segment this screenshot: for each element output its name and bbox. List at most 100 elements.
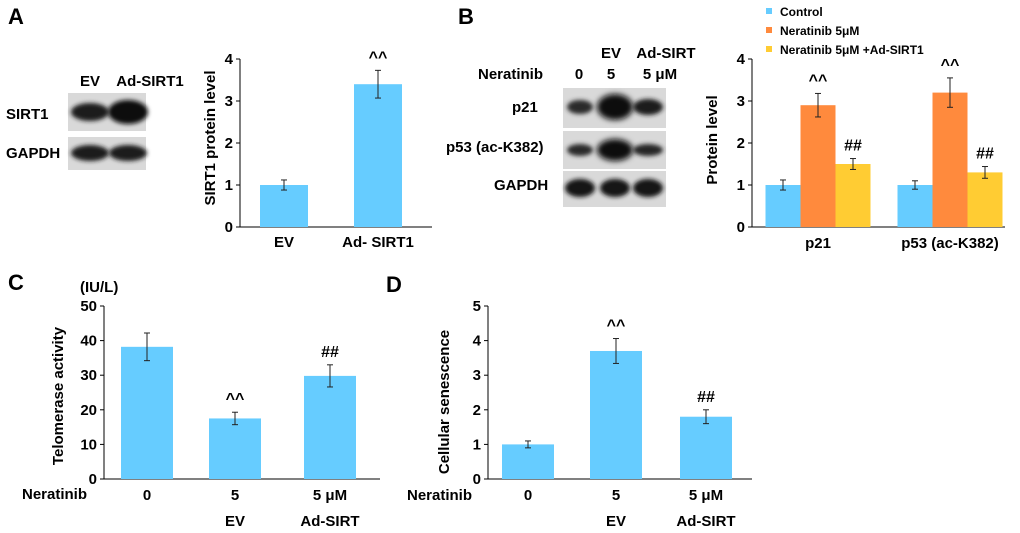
chart-b-ytick-label: 4 [737,51,746,68]
chart-c-treatment-label: Neratinib [22,486,87,503]
chart-d-category-label: 5 μM [689,487,723,504]
panel-letter-b: B [458,4,474,29]
chart-b-significance: ^^ [809,72,828,89]
chart-d-ytick-label: 3 [473,367,481,384]
chart-c-category-sublabel: Ad-SIRT [300,513,359,530]
chart-d-ytick-label: 1 [473,436,481,453]
chart-c: (IU/L) Telomerase activity Neratinib 0 10… [22,279,380,530]
legend-swatch-control [766,8,772,14]
chart-b-significance: ## [844,138,862,155]
chart-c-unit: (IU/L) [80,279,118,296]
chart-c-ytick-label: 20 [80,402,97,419]
chart-c-category-label: 0 [143,487,151,504]
chart-c-bar [121,346,173,479]
chart-b-ylabel: Protein level [704,95,721,184]
chart-b-bar [765,185,801,227]
blot-a-row-sirt1: SIRT1 [6,106,49,123]
chart-b-bar [835,164,871,227]
blot-b-row-p53: p53 (ac-K382) [446,139,544,156]
blot-b-gapdh-band-2 [600,179,630,197]
chart-c-category-label: 5 [231,487,239,504]
chart-c-significance: ^^ [226,391,245,408]
chart-b-bar [967,172,1003,227]
blot-a-lane-ev: EV [80,73,100,90]
blot-b-p53-band-3 [633,144,663,156]
chart-a-category-label: Ad- SIRT1 [342,234,414,251]
chart-d-bar [680,416,732,479]
chart-b-significance: ## [976,146,994,163]
chart-c-bar [209,418,261,479]
legend-label-neratinib: Neratinib 5μM [780,24,859,38]
chart-a-ytick-label: 3 [225,93,233,110]
chart-a-category-label: EV [274,234,294,251]
chart-a-ylabel: SIRT1 protein level [202,70,219,205]
blot-b-label-ev: EV [601,45,621,62]
chart-d-bar [502,444,554,479]
chart-d-ytick-label: 4 [473,333,482,350]
chart-b-bar [932,92,968,227]
chart-b-ytick-label: 2 [737,135,745,152]
chart-d-significance: ## [697,389,715,406]
chart-d-category-label: 0 [524,487,532,504]
chart-d-category-sublabel: EV [606,513,626,530]
legend-label-control: Control [780,5,823,19]
chart-c-category-sublabel: EV [225,513,245,530]
chart-d-ytick-label: 5 [473,298,481,315]
blot-b-p53-band-1 [567,144,593,156]
chart-d-significance: ^^ [607,318,626,335]
chart-b-bar [897,185,933,227]
chart-d-category-sublabel: Ad-SIRT [676,513,735,530]
legend-swatch-neratinib-sirt [766,46,772,52]
chart-b-ytick-label: 1 [737,177,745,194]
legend-swatch-neratinib [766,27,772,33]
chart-b-significance: ^^ [941,57,960,74]
chart-d-ytick-label: 0 [473,471,481,488]
blot-b-gapdh-band-1 [565,179,595,197]
chart-b-bar [800,105,836,227]
blot-a: EV Ad-SIRT1 SIRT1 GAPDH [6,73,184,170]
blot-a-row-gapdh: GAPDH [6,145,60,162]
chart-d: Cellular senescence Neratinib 0 1 2 3 4 5 0 ^^ 5… [407,298,752,530]
chart-c-ytick-label: 40 [80,333,97,350]
legend-label-neratinib-sirt: Neratinib 5μM +Ad-SIRT1 [780,43,924,57]
panel-letter-a: A [8,4,24,29]
blot-b-label-ad-sirt: Ad-SIRT [636,45,695,62]
chart-c-ytick-label: 30 [80,367,97,384]
panel-letter-c: C [8,270,24,295]
chart-b-ytick-label: 3 [737,93,745,110]
blot-b-dose-0: 0 [575,66,583,83]
chart-c-ytick-label: 50 [80,298,97,315]
chart-d-treatment-label: Neratinib [407,487,472,504]
blot-b-p21-band-3 [633,99,663,115]
chart-a-bar [354,84,402,227]
blot-a-gapdh-band-ad [109,145,147,161]
chart-b-ytick-label: 0 [737,219,745,236]
chart-c-category-label: 5 μM [313,487,347,504]
chart-b-category-label: p53 (ac-K382) [901,235,999,252]
chart-c-ytick-label: 10 [80,436,97,453]
chart-a-ytick-label: 0 [225,219,233,236]
chart-c-bar [304,375,356,479]
blot-b-row-gapdh: GAPDH [494,177,548,194]
blot-a-sirt1-band-ad [108,100,148,124]
chart-c-significance: ## [321,344,339,361]
chart-b-category-label: p21 [805,235,831,252]
chart-d-ylabel: Cellular senescence [436,330,453,474]
blot-b-dose-5: 5 [607,66,615,83]
chart-a-bar [260,185,308,227]
chart-a-ytick-label: 2 [225,135,233,152]
chart-d-bar [590,350,642,479]
blot-b-p21-band-2 [597,94,633,120]
chart-b: Protein level Control Neratinib 5μM Nera… [704,5,1005,252]
blot-b-row-p21: p21 [512,99,538,116]
blot-b-gapdh-band-3 [633,179,663,197]
blot-b-p21-band-1 [567,100,593,114]
chart-a-significance: ^^ [369,49,388,66]
chart-d-category-label: 5 [612,487,620,504]
chart-c-ytick-label: 0 [89,471,97,488]
chart-d-ytick-label: 2 [473,402,481,419]
panel-letter-d: D [386,272,402,297]
blot-b-treatment-label: Neratinib [478,66,543,83]
